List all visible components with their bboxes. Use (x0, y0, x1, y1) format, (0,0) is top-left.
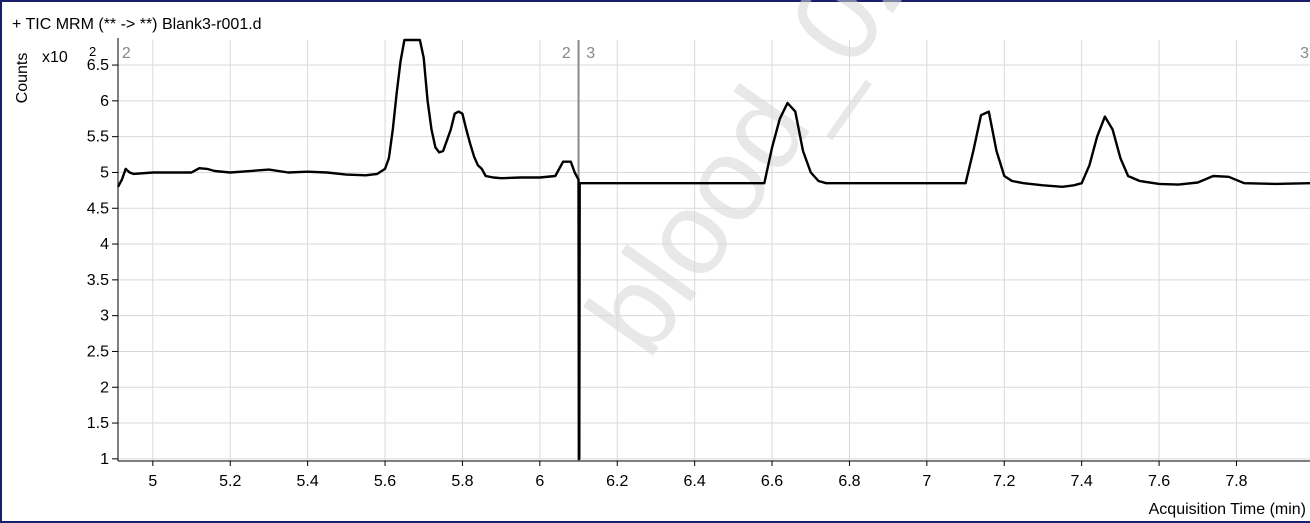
x-tick-label: 5.4 (297, 473, 319, 490)
segment-label: 2 (562, 45, 571, 62)
x-tick-label: 6.6 (761, 473, 783, 490)
x-tick-label: 7.4 (1071, 473, 1093, 490)
segment-label: 3 (1300, 45, 1309, 62)
x-tick-label: 5 (148, 473, 157, 490)
segment-label: 3 (586, 45, 595, 62)
y-multiplier-label: x10 (42, 49, 68, 66)
x-tick-label: 6.8 (838, 473, 860, 490)
x-tick-label: 7.8 (1225, 473, 1247, 490)
axis-layer: 1 1.5 2 2.5 3 3.5 4 4.5 5 5.5 6 6.5 5 5.2 5.4 5.6 5.8 6 6.… (14, 38, 1310, 518)
trace-layer (116, 38, 1310, 461)
x-tick-label: 6.2 (606, 473, 628, 490)
y-tick-label: 4 (100, 236, 109, 253)
x-tick-label: 6.4 (684, 473, 706, 490)
y-tick-label: 1 (100, 451, 109, 468)
x-tick-label: 7.2 (993, 473, 1015, 490)
chart-title: + TIC MRM (** -> **) Blank3-r001.d (12, 16, 262, 33)
x-tick-label: 7.6 (1148, 473, 1170, 490)
x-tick-label: 5.8 (451, 473, 473, 490)
x-tick-label: 7 (922, 473, 931, 490)
x-tick-label: 6 (535, 473, 544, 490)
x-tick-label: 5.2 (219, 473, 241, 490)
y-tick-label: 3 (100, 308, 109, 325)
y-tick-label: 2.5 (87, 343, 109, 360)
y-tick-label: 5.5 (87, 129, 109, 146)
y-tick-label: 6 (100, 93, 109, 110)
x-axis-label: Acquisition Time (min) (1149, 501, 1306, 518)
y-tick-label: 6.5 (87, 57, 109, 74)
x-tick-label: 5.6 (374, 473, 396, 490)
y-tick-label: 3.5 (87, 272, 109, 289)
y-tick-label: 2 (100, 379, 109, 396)
tic-trace-line (116, 38, 1310, 461)
y-axis-label: Counts (14, 53, 31, 104)
grid-layer (118, 40, 1310, 461)
y-tick-label: 5 (100, 164, 109, 181)
y-exponent-label: 2 (89, 44, 96, 59)
y-tick-label: 1.5 (87, 415, 109, 432)
y-tick-label: 4.5 (87, 200, 109, 217)
segment-label: 2 (122, 45, 131, 62)
